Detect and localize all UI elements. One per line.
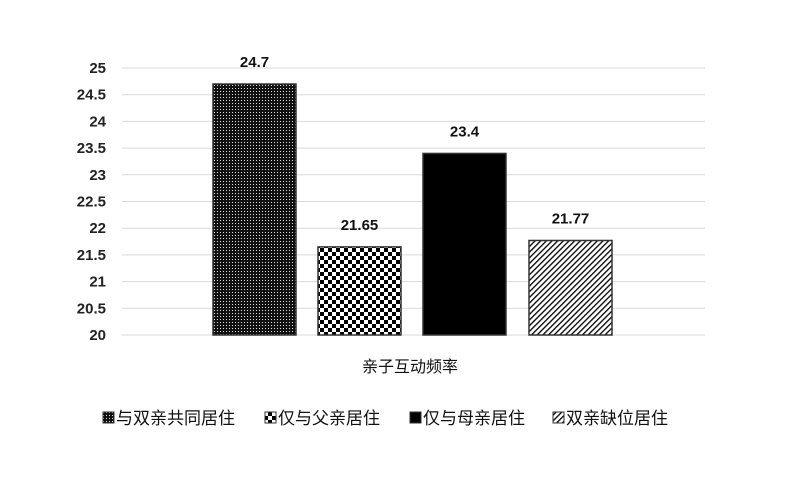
data-label: 21.77	[552, 210, 590, 227]
y-tick-label: 22.5	[77, 194, 106, 211]
y-tick-label: 24	[89, 113, 106, 130]
legend-swatch	[552, 411, 565, 424]
y-tick-label: 23	[89, 167, 106, 184]
bar-4	[528, 239, 613, 336]
y-tick-label: 24.5	[77, 87, 106, 104]
data-label: 23.4	[450, 123, 480, 140]
legend-label: 仅与母亲居住	[423, 409, 525, 428]
bar-3	[422, 152, 507, 336]
bars	[212, 83, 613, 336]
bar-1	[212, 83, 297, 336]
gridlines	[122, 67, 705, 336]
legend: 与双亲共同居住 仅与父亲居住 仅与母亲居住 双亲缺位居住	[102, 409, 668, 428]
category-label: 亲子互动频率	[362, 358, 458, 376]
legend-label: 与双亲共同居住	[116, 409, 235, 428]
data-label: 21.65	[341, 217, 379, 234]
legend-label: 仅与父亲居住	[278, 409, 380, 428]
legend-swatch	[409, 411, 422, 424]
legend-swatch	[264, 411, 277, 424]
y-tick-label: 20.5	[77, 300, 106, 317]
y-tick-label: 21	[89, 274, 106, 291]
bar-2	[317, 246, 402, 336]
legend-swatch	[102, 411, 115, 424]
y-tick-label: 25	[89, 60, 106, 77]
y-tick-label: 21.5	[77, 247, 106, 264]
y-axis: 20 20.5 21 21.5 22 22.5 23 23.5 24 24.5 25	[77, 60, 107, 344]
y-tick-label: 22	[89, 220, 106, 237]
legend-label: 双亲缺位居住	[566, 409, 668, 428]
data-labels: 24.7 21.65 23.4 21.77	[240, 54, 589, 234]
y-tick-label: 23.5	[77, 140, 106, 157]
y-tick-label: 20	[89, 327, 106, 344]
data-label: 24.7	[240, 54, 269, 71]
